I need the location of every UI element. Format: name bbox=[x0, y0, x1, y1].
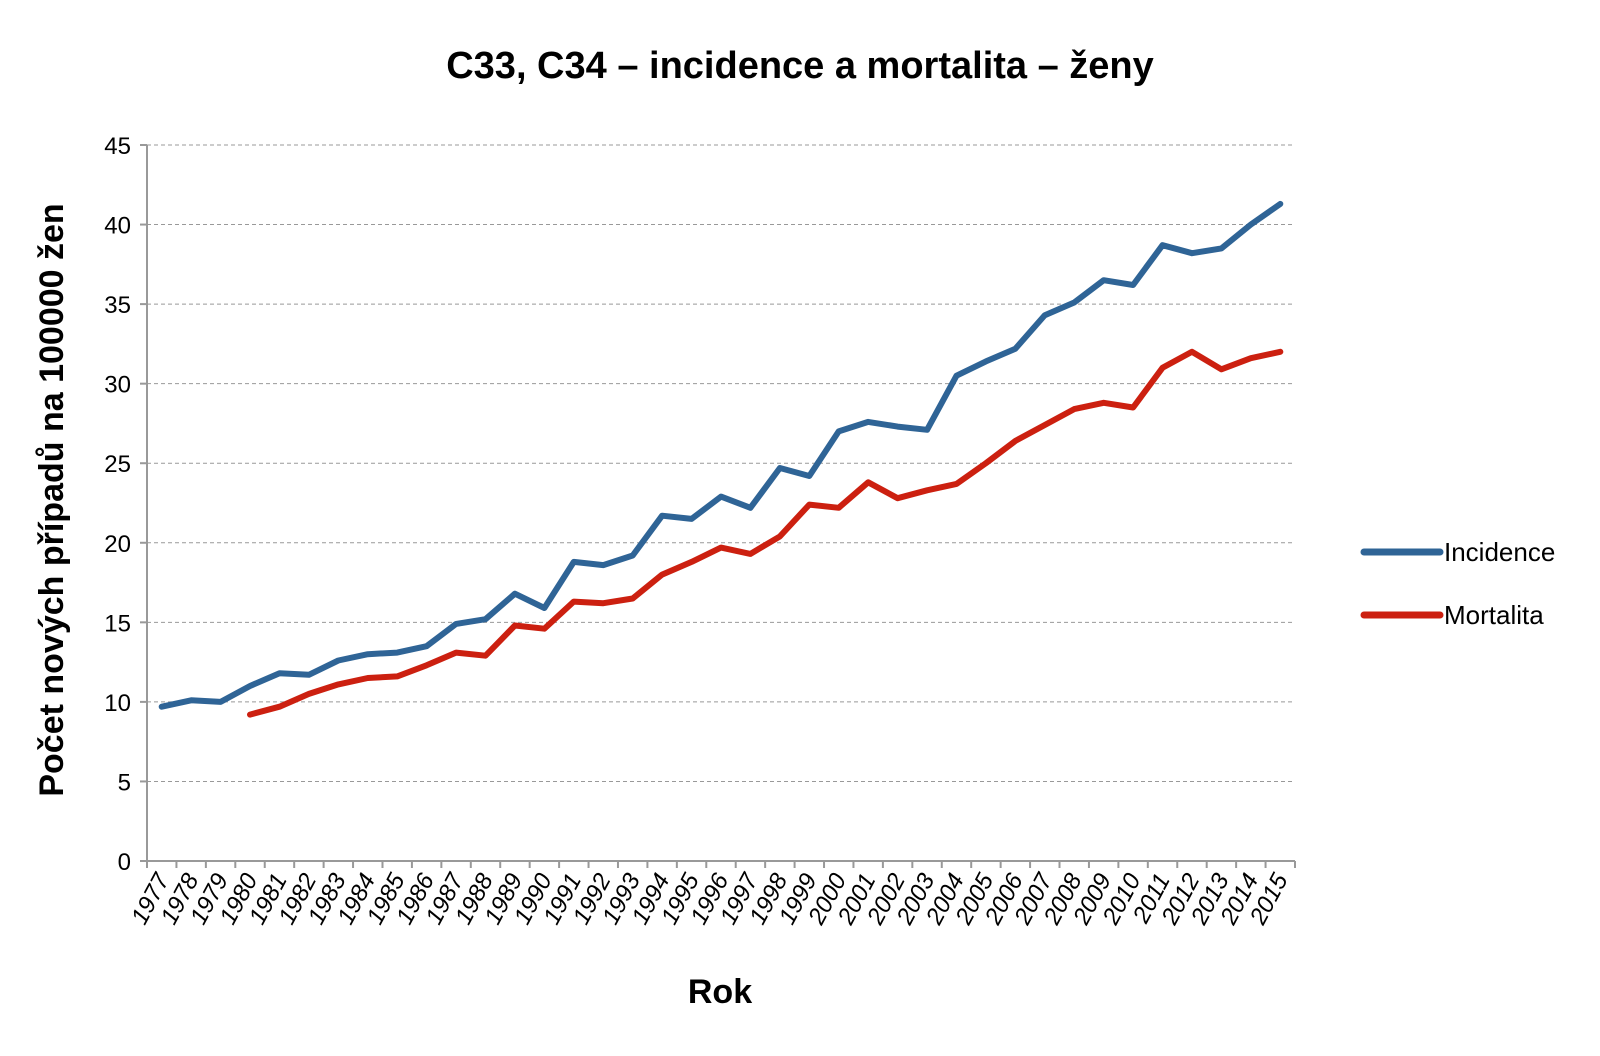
y-tick-label: 45 bbox=[104, 133, 131, 160]
chart-title: C33, C34 – incidence a mortalita – ženy bbox=[446, 45, 1154, 87]
axes bbox=[140, 144, 1296, 868]
y-tick-label: 5 bbox=[118, 769, 131, 796]
y-tick-label: 10 bbox=[104, 690, 131, 717]
legend-label: Mortalita bbox=[1444, 600, 1544, 630]
y-tick-labels: 0 5 10 15 20 25 30 35 40 45 bbox=[104, 133, 131, 876]
y-tick-label: 15 bbox=[104, 610, 131, 637]
legend-label: Incidence bbox=[1444, 537, 1555, 567]
series-line-mortalita bbox=[247, 348, 1284, 718]
y-tick-label: 20 bbox=[104, 531, 131, 558]
series-lines bbox=[158, 200, 1284, 718]
x-tick-labels: 1977197819791980198119821983198419851986… bbox=[126, 868, 1294, 930]
y-tick-label: 0 bbox=[118, 849, 131, 876]
y-tick-label: 35 bbox=[104, 292, 131, 319]
y-tick-label: 30 bbox=[104, 372, 131, 399]
series-line-incidence bbox=[158, 200, 1284, 710]
gridlines bbox=[147, 144, 1295, 782]
x-axis-title: Rok bbox=[688, 973, 752, 1011]
y-axis-title: Počet nových případů na 100000 žen bbox=[33, 203, 71, 796]
y-tick-label: 40 bbox=[104, 213, 131, 240]
y-tick-label: 25 bbox=[104, 451, 131, 478]
legend: Incidence Mortalita bbox=[1360, 537, 1555, 630]
